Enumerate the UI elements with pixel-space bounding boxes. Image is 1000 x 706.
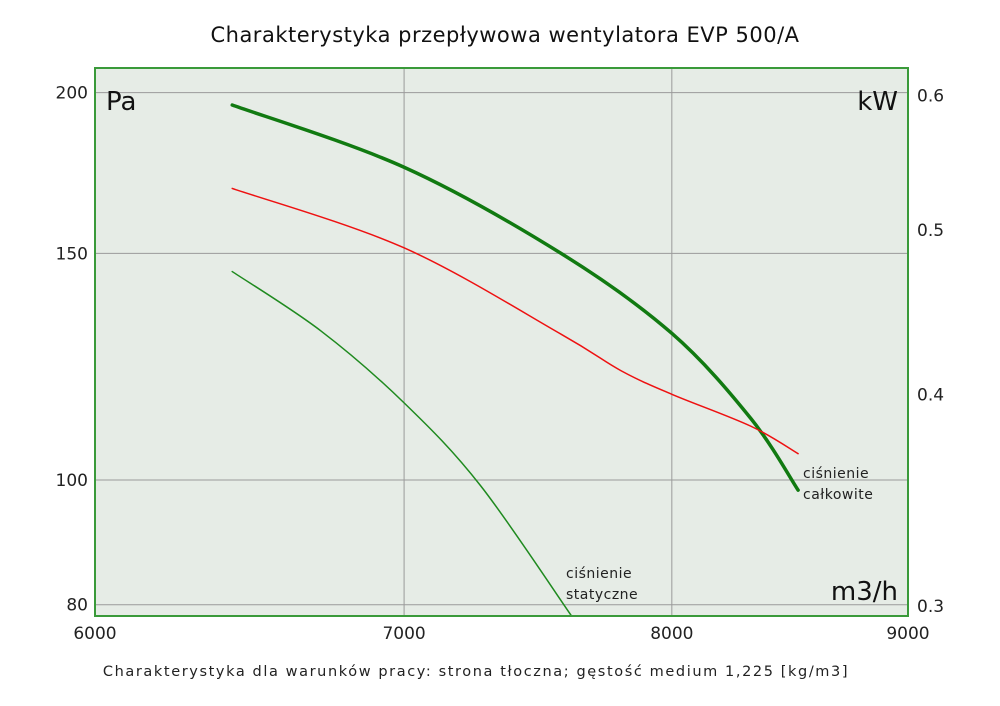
y-right-tick-label: 0.5 (917, 221, 944, 241)
x-unit: m3/h (831, 577, 898, 607)
plot-area (95, 68, 908, 616)
series-line-total-pressure (230, 103, 800, 492)
grid (95, 68, 908, 616)
label-total-line1: ciśnienie (803, 466, 869, 482)
y-right-tick-label: 0.4 (917, 385, 944, 405)
y-right-unit: kW (857, 87, 898, 117)
x-tick-label: 9000 (886, 624, 929, 644)
label-static-line2: statyczne (566, 587, 638, 603)
x-tick-label: 8000 (650, 624, 693, 644)
label-static-line1: ciśnienie (566, 566, 632, 582)
chart-title: Charakterystyka przepływowa wentylatora … (210, 23, 799, 47)
y-left-unit: Pa (106, 87, 136, 117)
label-total-line2: całkowite (803, 487, 873, 503)
plot-frame (94, 67, 909, 617)
x-tick-label: 6000 (73, 624, 116, 644)
y-left-tick-label: 80 (66, 596, 88, 616)
y-right-tick-label: 0.6 (917, 87, 944, 107)
series-line-static-pressure (231, 270, 572, 616)
y-left-tick-label: 200 (56, 84, 88, 104)
curves (230, 103, 800, 616)
y-left-tick-label: 150 (56, 244, 88, 264)
y-right-tick-label: 0.3 (917, 597, 944, 617)
y-left-tick-label: 100 (56, 471, 88, 491)
x-tick-label: 7000 (382, 624, 425, 644)
footnote: Charakterystyka dla warunków pracy: stro… (103, 664, 849, 680)
ticks: 6000 7000 8000 9000 200 150 100 80 0.6 0.5 0.4 0.3 (56, 84, 945, 644)
series-line-power (231, 187, 799, 455)
